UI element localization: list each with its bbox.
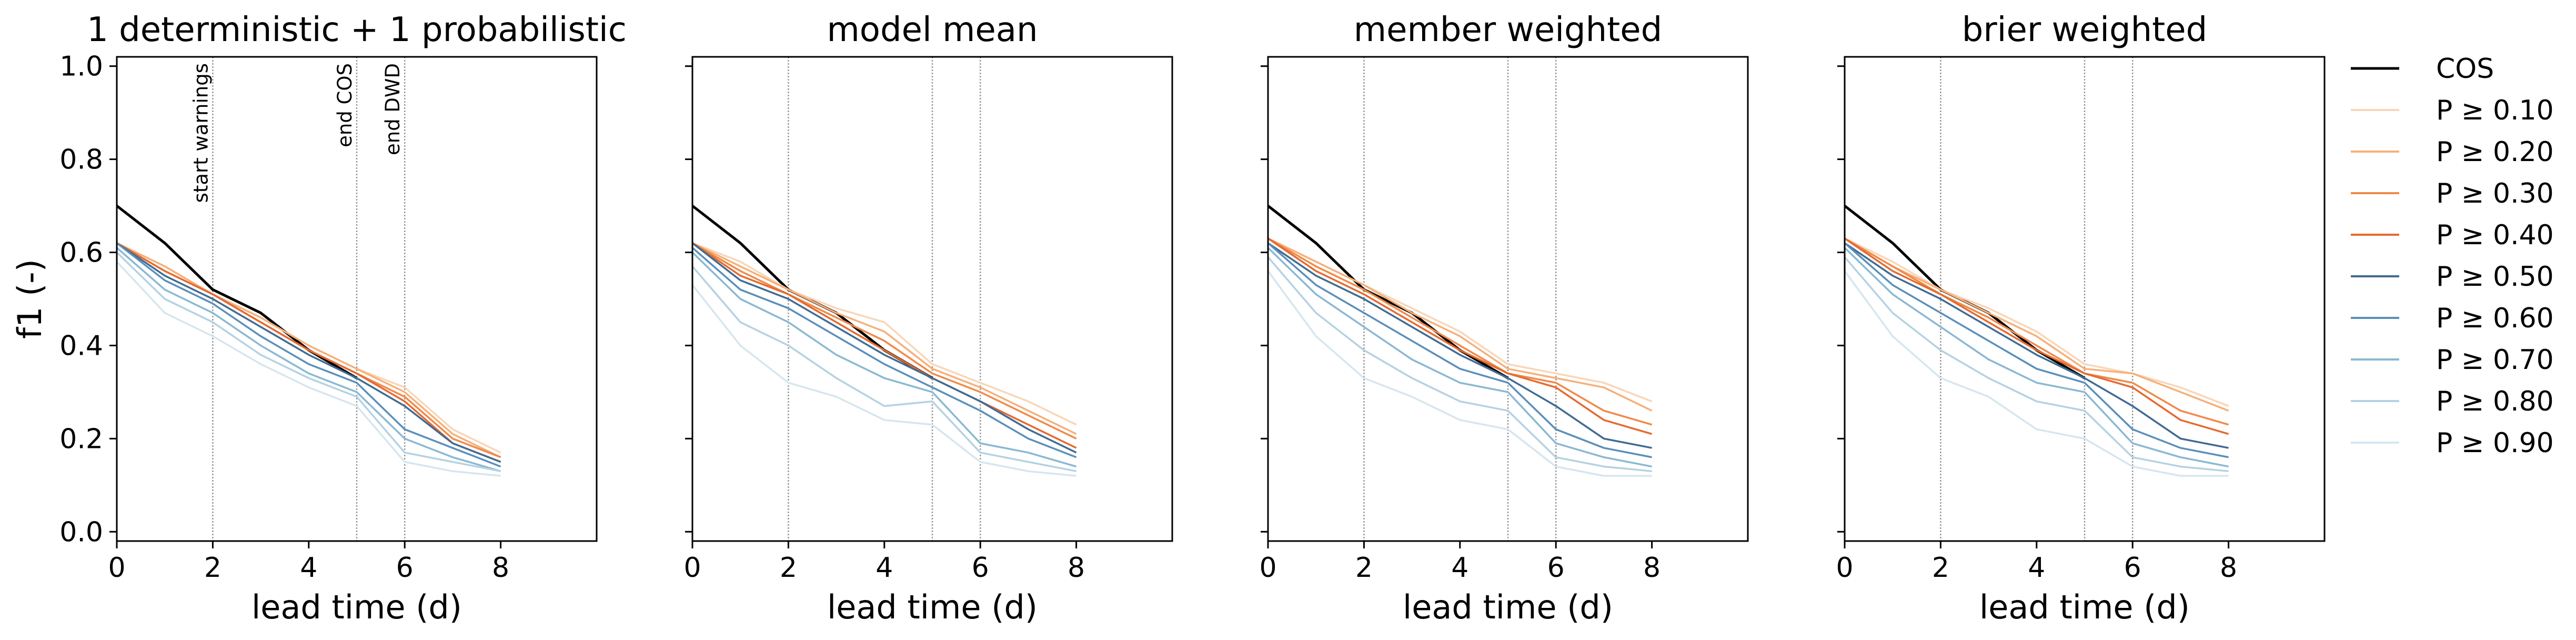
x-tick-label: 2 <box>204 552 222 584</box>
axes-frame <box>691 56 1173 542</box>
series-line-0.20 <box>1844 237 2229 412</box>
x-tick-label: 6 <box>396 552 414 584</box>
series-line-0.50 <box>116 242 501 463</box>
legend-label: P ≥ 0.40 <box>2436 219 2554 251</box>
panel-title: 1 deterministic + 1 probabilistic <box>87 11 627 49</box>
axes-frame <box>116 56 598 542</box>
legend-label: P ≥ 0.20 <box>2436 136 2554 168</box>
vline-label: end COS <box>334 63 356 147</box>
panels: 1 deterministic + 1 probabilistic start w… <box>11 11 2326 626</box>
series-line-0.50 <box>1267 242 1652 449</box>
panel-1: 1 deterministic + 1 probabilistic start w… <box>11 11 627 626</box>
axes-frame <box>1267 56 1749 542</box>
y-tick-label: 0.4 <box>59 330 103 362</box>
y-tick-label: 0.0 <box>59 516 103 548</box>
panel-2: model mean 0 2 4 6 8 lead time (d) <box>683 11 1173 626</box>
series-line-0.90 <box>116 261 501 477</box>
series-line-0.90 <box>1267 270 1652 477</box>
x-tick-label: 0 <box>1836 552 1853 584</box>
x-tick-label: 4 <box>876 552 893 584</box>
panel-title: model mean <box>827 11 1038 49</box>
x-tick-label: 6 <box>1547 552 1565 584</box>
legend-label: P ≥ 0.90 <box>2436 427 2554 459</box>
panel-4: brier weighted 0 2 4 6 8 lead time (d) <box>1836 11 2326 626</box>
x-tick-label: 8 <box>1643 552 1661 584</box>
x-tick-label: 4 <box>300 552 317 584</box>
series-line-0.70 <box>1844 247 2229 468</box>
series-line-0.30 <box>692 242 1077 439</box>
series-line-0.30 <box>1267 237 1653 426</box>
series-line-0.80 <box>1267 256 1652 473</box>
x-tick-label: 8 <box>492 552 509 584</box>
series-line-0.20 <box>116 242 501 458</box>
series-line-0.20 <box>692 242 1077 435</box>
series-line-0.60 <box>1844 242 2229 458</box>
y-tick-label: 1.0 <box>59 51 103 83</box>
legend-label: COS <box>2436 53 2494 85</box>
legend-label: P ≥ 0.60 <box>2436 303 2554 334</box>
series-line-0.20 <box>1267 237 1653 412</box>
legend-label: P ≥ 0.10 <box>2436 95 2554 126</box>
series-line-0.60 <box>691 247 1077 458</box>
series-line-0.60 <box>1267 242 1652 458</box>
x-axis-label: lead time (d) <box>827 588 1038 626</box>
panel-title: member weighted <box>1354 11 1663 49</box>
x-tick-label: 0 <box>683 552 701 584</box>
vline-label: start warnings <box>189 63 212 203</box>
legend-label: P ≥ 0.50 <box>2436 261 2554 293</box>
y-tick-label: 0.6 <box>59 237 103 269</box>
x-tick-label: 4 <box>2028 552 2045 584</box>
legend-label: P ≥ 0.80 <box>2436 386 2554 417</box>
series-line-0.70 <box>116 247 501 472</box>
x-axis-label: lead time (d) <box>1403 588 1613 626</box>
x-tick-label: 0 <box>1259 552 1276 584</box>
series-line-0.10 <box>692 242 1077 426</box>
series-line-0.40 <box>1267 237 1653 435</box>
x-tick-label: 8 <box>1068 552 1085 584</box>
x-tick-label: 8 <box>2220 552 2237 584</box>
panel-title: brier weighted <box>1962 11 2208 49</box>
series-line-0.50 <box>1844 242 2229 449</box>
series-line-0.90 <box>691 284 1076 477</box>
x-tick-label: 0 <box>108 552 125 584</box>
series-line-0.90 <box>1844 270 2229 477</box>
panel-3: member weighted 0 2 4 6 8 lead time (d) <box>1259 11 1749 626</box>
x-tick-label: 2 <box>1355 552 1373 584</box>
x-tick-label: 6 <box>2124 552 2141 584</box>
series-line-0.40 <box>116 242 501 463</box>
series-line-0.70 <box>1267 247 1652 468</box>
x-tick-label: 4 <box>1451 552 1468 584</box>
series-line-0.60 <box>116 242 501 468</box>
series-line-0.40 <box>692 242 1077 449</box>
y-tick-label: 0.2 <box>59 423 103 455</box>
x-tick-label: 2 <box>1932 552 1949 584</box>
legend: COS P ≥ 0.10 P ≥ 0.20 P ≥ 0.30 P ≥ 0.40 P ≥ 0… <box>2351 53 2554 459</box>
x-axis-label: lead time (d) <box>1979 588 2190 626</box>
y-tick-label: 0.8 <box>59 144 103 176</box>
series-line-0.80 <box>1844 256 2229 473</box>
series-line-0.10 <box>1844 237 2229 407</box>
series-line-0.40 <box>1844 237 2229 435</box>
x-tick-label: 6 <box>972 552 989 584</box>
axes-frame <box>1844 56 2326 542</box>
series-line-0.80 <box>691 265 1076 473</box>
series-line-0.80 <box>116 252 501 473</box>
y-axis-label: f1 (-) <box>11 259 49 339</box>
series-line-0.70 <box>691 252 1077 468</box>
series-line-0.50 <box>691 242 1077 454</box>
series-line-0.30 <box>1844 237 2229 426</box>
vline-label: end DWD <box>381 63 404 155</box>
x-tick-label: 2 <box>780 552 797 584</box>
x-axis-label: lead time (d) <box>251 588 462 626</box>
legend-label: P ≥ 0.70 <box>2436 344 2554 376</box>
legend-label: P ≥ 0.30 <box>2436 178 2554 209</box>
